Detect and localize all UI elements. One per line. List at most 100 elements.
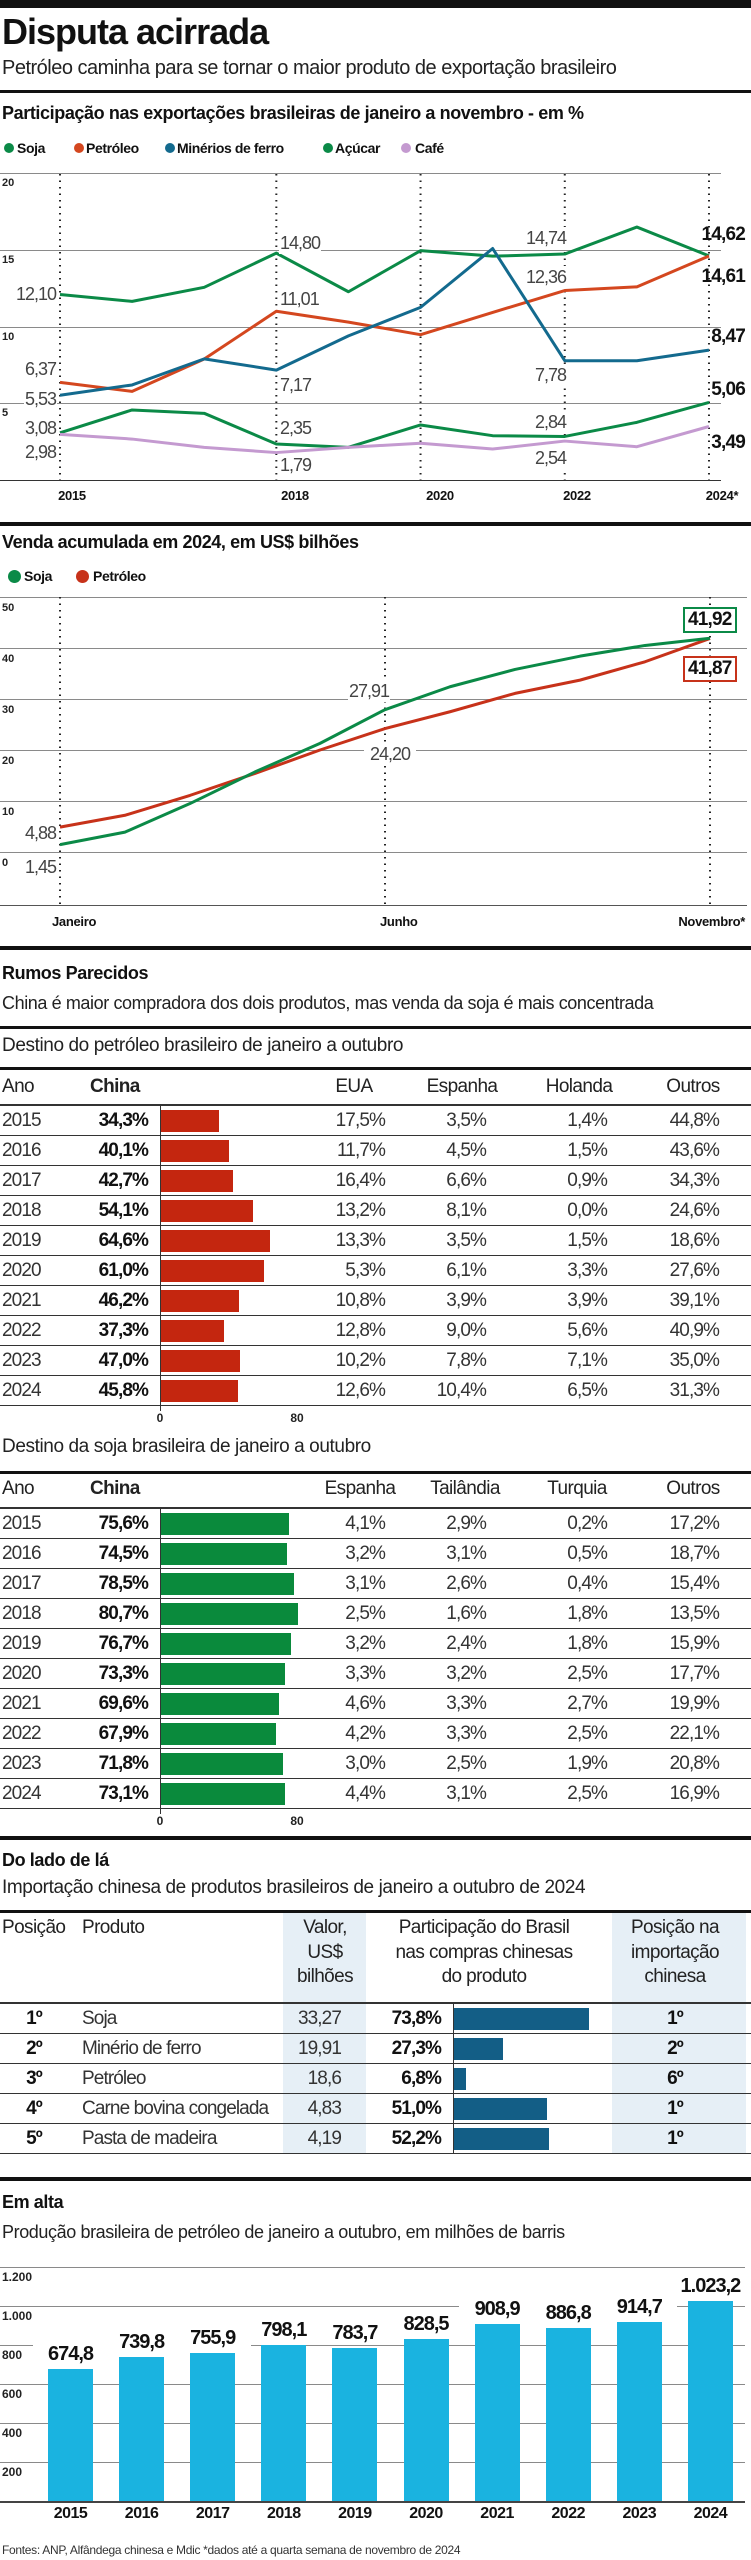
gridline (0, 2305, 745, 2307)
cell-year: 2021 (2, 1290, 42, 1311)
bar-2016 (119, 2356, 165, 2501)
label-cafe-2015: 2,98 (23, 441, 57, 463)
cell-outros: 18,7% (669, 1543, 720, 1564)
table-row: 2022 37,3% 12,8% 9,0% 5,6% 40,9% (0, 1316, 751, 1346)
china-share-bar (160, 1140, 229, 1162)
cell-turquia: 1,9% (567, 1753, 608, 1774)
cell-turquia: 0,4% (567, 1573, 608, 1594)
column-header-valor: US$ (307, 1941, 343, 1963)
cell-rank: 5º (26, 2128, 43, 2149)
y-tick-label: 1.000 (2, 2308, 33, 2323)
cell-espanha: 4,5% (446, 1140, 487, 1161)
cell-china: 46,2% (98, 1290, 149, 1311)
cell-year: 2019 (2, 1230, 42, 1251)
cell-eua: 12,6% (335, 1380, 386, 1401)
column-header-eua: EUA (335, 1076, 373, 1097)
cell-turquia: 2,5% (567, 1663, 608, 1684)
label-minerio-2022: 7,78 (533, 364, 567, 386)
cell-product: Carne bovina congelada (82, 2098, 269, 2119)
cell-espanha: 3,3% (345, 1663, 386, 1684)
cell-espanha: 3,0% (345, 1753, 386, 1774)
legend-dot-cafe (401, 143, 411, 153)
cell-china: 40,1% (98, 1140, 149, 1161)
x-axis-line (0, 480, 721, 481)
section-title: Do lado de lá (2, 1850, 109, 1870)
cell-eua: 17,5% (335, 1110, 386, 1131)
legend-petroleo: Petróleo (86, 140, 139, 156)
cell-tailandia: 2,9% (446, 1513, 487, 1534)
divider (0, 1067, 751, 1070)
bar-axis-label: 0 (156, 1814, 164, 1828)
column-header-valor: Valor, (303, 1917, 347, 1938)
x-tick-label: 2018 (267, 2505, 301, 2522)
cell-espanha: 7,8% (446, 1350, 487, 1371)
column-header-posicao_china: importação (631, 1941, 720, 1963)
bar-2021 (474, 2323, 520, 2501)
cell-tailandia: 3,3% (446, 1693, 487, 1714)
column-header-ano: Ano (2, 1478, 35, 1499)
cell-tailandia: 2,4% (446, 1633, 487, 1654)
cell-year: 2023 (2, 1350, 42, 1371)
bar-axis-label: 80 (290, 1814, 304, 1828)
cell-espanha: 3,5% (446, 1110, 487, 1131)
table-row: 5º Pasta de madeira 4,19 52,2% 1º (0, 2124, 751, 2154)
cell-outros: 43,6% (669, 1140, 720, 1161)
table-row: 2015 34,3% 17,5% 3,5% 1,4% 44,8% (0, 1106, 751, 1136)
cell-year: 2015 (2, 1513, 42, 1534)
column-header-participacao: Participação do Brasil (398, 1917, 570, 1938)
x-tick-label: 2020 (409, 2505, 443, 2522)
table-title: Destino do petróleo brasileiro de janeir… (2, 1035, 404, 1056)
cell-turquia: 0,2% (567, 1513, 608, 1534)
bar-value-label: 886,8 (530, 2300, 607, 2325)
x-axis-line (0, 2501, 745, 2503)
gridline (0, 403, 721, 405)
legend-dot-soja (4, 143, 14, 153)
column-header-outros: Outros (666, 1076, 720, 1097)
china-share-bar (160, 1723, 277, 1745)
label-petroleo-2022: 12,36 (524, 266, 567, 288)
cell-year: 2023 (2, 1753, 42, 1774)
table-row: 3º Petróleo 18,6 6,8% 6º (0, 2064, 751, 2094)
cell-holanda: 1,5% (567, 1140, 608, 1161)
label-soja-2024: 14,62 (701, 224, 745, 245)
y-tick-label: 5 (2, 407, 9, 420)
cell-china-rank: 6º (667, 2068, 684, 2089)
cell-year: 2016 (2, 1140, 42, 1161)
cell-eua: 13,2% (335, 1200, 386, 1221)
chart2-title: Venda acumulada em 2024, em US$ bilhões (2, 532, 359, 552)
cell-china: 42,7% (98, 1170, 149, 1191)
cell-china: 78,5% (98, 1573, 149, 1594)
x-tick-label: 2019 (338, 2505, 372, 2522)
series-line-soja (59, 225, 710, 303)
label-soja-novembro: 41,92 (683, 607, 737, 633)
label-petroleo-junho: 24,20 (364, 743, 417, 765)
cell-outros: 24,6% (669, 1200, 720, 1221)
legend-dot-soja (8, 570, 21, 583)
cell-share: 52,2% (391, 2128, 442, 2149)
label-petroleo-novembro: 41,87 (683, 656, 737, 682)
cell-outros: 13,5% (669, 1603, 720, 1624)
share-bar (453, 2068, 466, 2090)
x-tick-label: 2020 (426, 488, 454, 503)
column-header-turquia: Turquia (547, 1478, 607, 1499)
cell-china: 80,7% (98, 1603, 149, 1624)
x-tick-label: 2021 (480, 2505, 514, 2522)
bar-2024 (687, 2301, 733, 2501)
cell-china-rank: 2º (667, 2038, 684, 2059)
series-line-soja (59, 636, 711, 847)
gridline (0, 648, 747, 649)
cell-china-rank: 1º (667, 2098, 684, 2119)
column-header-ano: Ano (2, 1076, 35, 1097)
cell-china: 73,1% (98, 1783, 149, 1804)
cell-tailandia: 3,1% (446, 1783, 487, 1804)
label-soja-janeiro: 1,45 (23, 856, 57, 878)
cell-rank: 2º (26, 2038, 43, 2059)
gridline (0, 250, 721, 252)
cell-espanha: 3,9% (446, 1290, 487, 1311)
y-tick-label: 0 (2, 857, 9, 869)
share-bar (453, 2038, 504, 2060)
table-row: 2024 73,1% 4,4% 3,1% 2,5% 16,9% (0, 1779, 751, 1809)
series-line-acucar (59, 400, 710, 449)
label-soja-2018: 14,80 (279, 232, 321, 254)
divider (0, 1471, 751, 1474)
